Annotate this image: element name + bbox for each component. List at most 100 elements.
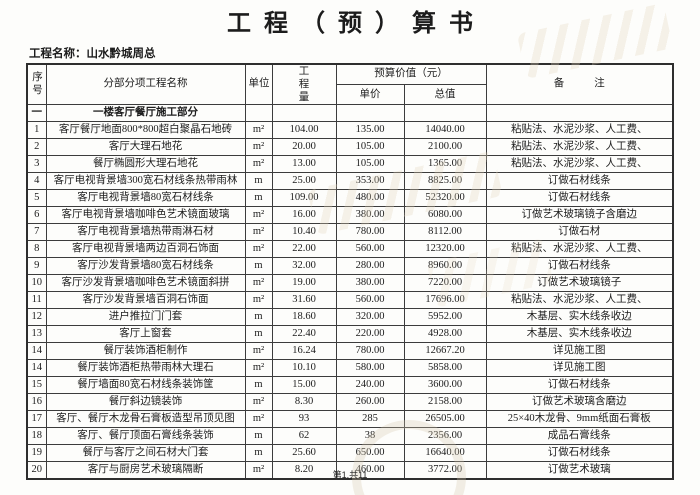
row-no-cell: 16	[26, 393, 47, 412]
row-name-cell: 客厅电视背景墙热带雨淋石材	[45, 223, 246, 242]
row-price-cell: 580.00	[335, 359, 405, 378]
row-total-cell: 8960.00	[403, 257, 487, 276]
row-unit-cell: m	[244, 257, 273, 276]
row-total-cell: 5858.00	[403, 359, 487, 378]
row-no-cell: 12	[26, 308, 47, 327]
table-row: 3 餐厅椭圆形大理石地花 m² 13.00 105.00 1365.00 粘贴法…	[26, 155, 674, 174]
row-total-cell: 2158.00	[403, 393, 487, 412]
table-row: 19 餐厅与客厅之间石材大门套 m 25.60 650.00 16640.00 …	[26, 444, 674, 463]
table-row: 7 客厅电视背景墙热带雨淋石材 m² 10.40 780.00 8112.00 …	[26, 223, 674, 242]
row-no-cell: 7	[26, 223, 47, 242]
row-name-cell: 客厅大理石地花	[45, 138, 246, 157]
page-title: 工程（预）算书	[227, 11, 486, 37]
section-no-cell: 一	[26, 104, 47, 123]
row-qty-cell: 104.00	[271, 121, 337, 140]
column-header-unit: 单位	[244, 63, 273, 106]
row-qty-cell: 16.24	[271, 342, 337, 361]
row-remark-cell: 订做艺术玻璃镜子	[485, 274, 674, 293]
row-remark-cell: 粘贴法、水泥沙浆、人工费、	[485, 138, 674, 157]
row-total-cell: 6080.00	[403, 206, 487, 225]
row-total-cell: 26505.00	[403, 410, 487, 429]
row-remark-cell: 订做石材线条	[485, 172, 674, 191]
row-total-cell: 12320.00	[403, 240, 487, 259]
row-name-cell: 进户推拉门门套	[45, 308, 246, 327]
row-remark-cell: 粘贴法、水泥沙浆、人工费、	[485, 121, 674, 140]
row-remark-cell: 木基层、实木线条收边	[485, 308, 674, 327]
row-remark-cell: 订做石材线条	[485, 257, 674, 276]
row-price-cell: 105.00	[335, 138, 405, 157]
row-name-cell: 客厅沙发背景墙百洞石饰面	[45, 291, 246, 310]
row-price-cell: 780.00	[335, 342, 405, 361]
row-remark-cell: 成品石膏线条	[485, 427, 674, 446]
table-row: 18 客厅、餐厅顶面石膏线条装饰 m 62 38 2356.00 成品石膏线条	[26, 427, 674, 446]
table-row: 15 餐厅墙面80宽石材线条装饰筐 m 15.00 240.00 3600.00…	[26, 376, 674, 395]
row-unit-cell: m	[244, 172, 273, 191]
row-price-cell: 240.00	[335, 376, 405, 395]
table-row: 10 客厅沙发背景墙咖啡色艺术镜面斜拼 m² 19.00 380.00 7220…	[26, 274, 674, 293]
row-no-cell: 1	[26, 121, 47, 140]
table-header-row: 序号 分部分项工程名称 单位 工程量 预算价值（元） 备注	[26, 63, 674, 106]
table-row: 20 客厅与厨房艺术玻璃隔断 m² 8.20 460.00 3772.00 订做…	[26, 461, 674, 480]
row-qty-cell: 93	[271, 410, 337, 429]
row-total-cell: 5952.00	[403, 308, 487, 327]
row-total-cell: 8112.00	[403, 223, 487, 242]
row-name-cell: 客厅餐厅地面800*800超白聚晶石地砖	[45, 121, 246, 140]
column-header-remark: 备注	[485, 63, 674, 106]
table-row: 2 客厅大理石地花 m² 20.00 105.00 2100.00 粘贴法、水泥…	[26, 138, 674, 157]
row-qty-cell: 109.00	[271, 189, 337, 208]
table-row: 5 客厅电视背景墙80宽石材线条 m 109.00 480.00 52320.0…	[26, 189, 674, 208]
row-qty-cell: 16.00	[271, 206, 337, 225]
row-no-cell: 3	[26, 155, 47, 174]
row-no-cell: 4	[26, 172, 47, 191]
row-qty-cell: 62	[271, 427, 337, 446]
row-price-cell: 380.00	[335, 206, 405, 225]
row-price-cell: 135.00	[335, 121, 405, 140]
row-name-cell: 客厅沙发背景墙咖啡色艺术镜面斜拼	[45, 274, 246, 293]
row-unit-cell: m	[244, 189, 273, 208]
row-no-cell: 19	[26, 444, 47, 463]
row-no-cell: 6	[26, 206, 47, 225]
table-row: 11 客厅沙发背景墙百洞石饰面 m² 31.60 560.00 17696.00…	[26, 291, 674, 310]
row-no-cell: 8	[26, 240, 47, 259]
row-remark-cell: 木基层、实木线条收边	[485, 325, 674, 344]
table-row: 16 餐厅斜边镜装饰 m² 8.30 260.00 2158.00 订做艺术玻璃…	[26, 393, 674, 412]
row-price-cell: 320.00	[335, 308, 405, 327]
row-qty-cell: 15.00	[271, 376, 337, 395]
column-header-budget-group: 预算价值（元）	[335, 63, 487, 86]
row-qty-cell: 8.30	[271, 393, 337, 412]
row-qty-cell: 25.60	[271, 444, 337, 463]
row-name-cell: 客厅上窗套	[45, 325, 246, 344]
row-qty-cell: 10.40	[271, 223, 337, 242]
section-remark-cell	[485, 104, 674, 123]
row-qty-cell: 25.00	[271, 172, 337, 191]
row-price-cell: 560.00	[335, 291, 405, 310]
section-price-cell	[335, 104, 405, 123]
row-price-cell: 280.00	[335, 257, 405, 276]
row-price-cell: 285	[335, 410, 405, 429]
table-row: 6 客厅电视背景墙咖啡色艺术镜面玻璃 m² 16.00 380.00 6080.…	[26, 206, 674, 225]
row-qty-cell: 20.00	[271, 138, 337, 157]
row-price-cell: 560.00	[335, 240, 405, 259]
row-name-cell: 餐厅装饰酒柜制作	[45, 342, 246, 361]
row-unit-cell: m²	[244, 206, 273, 225]
row-total-cell: 52320.00	[403, 189, 487, 208]
row-total-cell: 8825.00	[403, 172, 487, 191]
row-total-cell: 16640.00	[403, 444, 487, 463]
row-remark-cell: 订做艺术玻璃含磨边	[485, 393, 674, 412]
table-row: 1 客厅餐厅地面800*800超白聚晶石地砖 m² 104.00 135.00 …	[26, 121, 674, 140]
table-row: 13 客厅上窗套 m 22.40 220.00 4928.00 木基层、实木线条…	[26, 325, 674, 344]
row-name-cell: 餐厅与客厅之间石材大门套	[45, 444, 246, 463]
table-row: 14 餐厅装饰酒柜制作 m² 16.24 780.00 12667.20 详见施…	[26, 342, 674, 361]
row-qty-cell: 19.00	[271, 274, 337, 293]
row-unit-cell: m²	[244, 138, 273, 157]
table-row: 4 客厅电视背景墙300宽石材线条热带雨林 m 25.00 353.00 882…	[26, 172, 674, 191]
row-total-cell: 12667.20	[403, 342, 487, 361]
row-no-cell: 9	[26, 257, 47, 276]
row-name-cell: 客厅、餐厅木龙骨石膏板造型吊顶见图	[45, 410, 246, 429]
row-name-cell: 餐厅椭圆形大理石地花	[45, 155, 246, 174]
column-header-unit-price: 单价	[335, 84, 405, 106]
row-no-cell: 17	[26, 410, 47, 429]
row-total-cell: 7220.00	[403, 274, 487, 293]
row-unit-cell: m²	[244, 410, 273, 429]
